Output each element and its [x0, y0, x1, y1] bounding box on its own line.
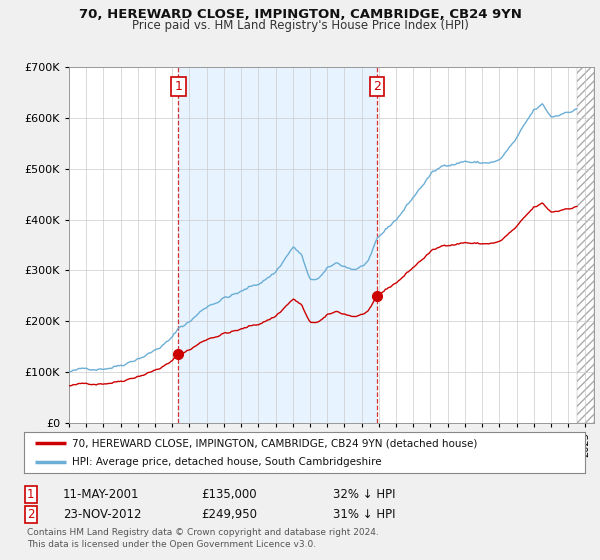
Text: 1: 1 [27, 488, 35, 501]
Bar [178, 67, 377, 423]
Text: 23-NOV-2012: 23-NOV-2012 [63, 508, 142, 521]
Text: 31% ↓ HPI: 31% ↓ HPI [333, 508, 395, 521]
Text: 2: 2 [27, 508, 35, 521]
Text: HPI: Average price, detached house, South Cambridgeshire: HPI: Average price, detached house, Sout… [71, 457, 382, 467]
Text: £135,000: £135,000 [201, 488, 257, 501]
Text: 32% ↓ HPI: 32% ↓ HPI [333, 488, 395, 501]
Text: 1: 1 [175, 80, 182, 92]
Text: 2: 2 [373, 80, 381, 92]
Text: 70, HEREWARD CLOSE, IMPINGTON, CAMBRIDGE, CB24 9YN: 70, HEREWARD CLOSE, IMPINGTON, CAMBRIDGE… [79, 8, 521, 21]
Text: 70, HEREWARD CLOSE, IMPINGTON, CAMBRIDGE, CB24 9YN (detached house): 70, HEREWARD CLOSE, IMPINGTON, CAMBRIDGE… [71, 438, 477, 449]
Text: Contains HM Land Registry data © Crown copyright and database right 2024.
This d: Contains HM Land Registry data © Crown c… [27, 528, 379, 549]
Text: £249,950: £249,950 [201, 508, 257, 521]
Text: Price paid vs. HM Land Registry's House Price Index (HPI): Price paid vs. HM Land Registry's House … [131, 19, 469, 32]
Text: 11-MAY-2001: 11-MAY-2001 [63, 488, 139, 501]
Bar [577, 67, 594, 423]
